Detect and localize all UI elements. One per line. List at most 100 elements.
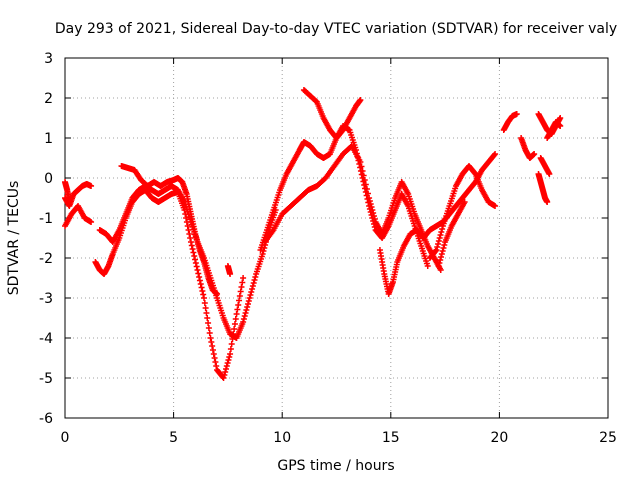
data-point bbox=[243, 307, 250, 313]
data-point bbox=[435, 241, 442, 247]
data-point bbox=[201, 295, 208, 301]
y-tick-label: 1 bbox=[44, 131, 53, 147]
data-point bbox=[252, 274, 259, 280]
data-point bbox=[363, 186, 370, 192]
data-point bbox=[248, 289, 255, 295]
data-point bbox=[435, 238, 442, 244]
data-point bbox=[240, 319, 247, 325]
data-point bbox=[237, 288, 244, 295]
data-points bbox=[62, 87, 564, 381]
data-point bbox=[208, 339, 215, 345]
data-point bbox=[200, 291, 207, 298]
data-point bbox=[249, 286, 256, 292]
data-point bbox=[231, 326, 238, 332]
data-point bbox=[438, 229, 445, 235]
data-point bbox=[221, 372, 228, 378]
y-tick-label: 2 bbox=[44, 91, 53, 107]
data-point bbox=[225, 357, 232, 363]
plot-frame bbox=[64, 57, 609, 419]
data-point bbox=[202, 305, 209, 311]
data-point bbox=[439, 226, 446, 232]
data-point bbox=[544, 199, 551, 205]
data-point bbox=[531, 151, 538, 157]
x-tick-label: 0 bbox=[61, 430, 70, 446]
data-point bbox=[240, 275, 247, 281]
data-point bbox=[246, 295, 253, 301]
series-arc-19 bbox=[537, 155, 553, 177]
data-point bbox=[358, 163, 365, 170]
data-point bbox=[197, 281, 204, 287]
data-point bbox=[360, 172, 367, 179]
x-axis-label: GPS time / hours bbox=[277, 458, 394, 474]
y-axis-label: SDTVAR / TECUs bbox=[6, 181, 22, 296]
data-point bbox=[199, 288, 206, 294]
data-point bbox=[201, 300, 208, 306]
data-point bbox=[231, 321, 238, 327]
data-point bbox=[235, 302, 242, 308]
data-point bbox=[189, 246, 196, 252]
series-arc-12 bbox=[426, 163, 499, 261]
series-arc-10 bbox=[300, 87, 364, 141]
x-tick-label: 15 bbox=[382, 430, 400, 446]
data-point bbox=[207, 335, 214, 341]
grid-lines bbox=[65, 58, 608, 418]
data-point bbox=[187, 239, 194, 245]
data-point bbox=[359, 168, 366, 174]
data-point bbox=[438, 254, 445, 260]
data-point bbox=[241, 313, 248, 319]
series-arc-18 bbox=[535, 171, 551, 205]
y-tick-labels: -6 -5 -4 -3 -2 -1 0 1 2 3 bbox=[39, 51, 53, 427]
data-point bbox=[546, 171, 553, 177]
data-point bbox=[440, 245, 447, 251]
data-point bbox=[195, 270, 202, 277]
series-arc-3 bbox=[62, 179, 73, 205]
data-point bbox=[245, 298, 252, 304]
series-arc-8 bbox=[257, 123, 431, 269]
data-point bbox=[361, 177, 368, 183]
series-arc-1 bbox=[62, 203, 95, 229]
x-tick-label: 5 bbox=[169, 430, 178, 446]
series-arc-13 bbox=[435, 199, 468, 269]
data-point bbox=[557, 123, 564, 129]
data-point bbox=[260, 248, 267, 254]
data-point bbox=[186, 231, 193, 237]
data-point bbox=[366, 198, 373, 204]
data-point bbox=[205, 320, 212, 326]
data-point bbox=[362, 181, 369, 188]
data-point bbox=[187, 235, 194, 241]
y-tick-label: -4 bbox=[39, 331, 53, 347]
data-point bbox=[233, 311, 240, 317]
y-tick-label: -1 bbox=[39, 211, 53, 227]
data-point bbox=[369, 207, 376, 213]
data-point bbox=[234, 306, 241, 313]
data-point bbox=[232, 316, 239, 322]
data-point bbox=[244, 301, 251, 307]
data-point bbox=[461, 199, 468, 205]
data-point bbox=[192, 260, 199, 266]
data-point bbox=[242, 310, 249, 316]
data-point bbox=[236, 293, 243, 299]
series-arc-15 bbox=[518, 135, 538, 161]
data-point bbox=[213, 363, 220, 369]
data-point bbox=[491, 152, 498, 158]
data-point bbox=[436, 235, 443, 241]
data-point bbox=[371, 216, 378, 222]
series-arc-11 bbox=[376, 151, 499, 297]
data-point bbox=[209, 347, 216, 353]
y-tick-label: -5 bbox=[39, 371, 53, 387]
data-point bbox=[244, 304, 251, 310]
data-point bbox=[439, 248, 446, 254]
data-point bbox=[205, 325, 212, 331]
data-point bbox=[227, 346, 234, 352]
data-point bbox=[251, 277, 258, 283]
data-point bbox=[203, 310, 210, 316]
series-arc-7 bbox=[224, 263, 234, 277]
data-point bbox=[437, 267, 444, 273]
data-point bbox=[441, 242, 448, 248]
data-point bbox=[224, 360, 231, 366]
data-point bbox=[206, 330, 213, 336]
data-point bbox=[190, 249, 197, 256]
data-point bbox=[435, 263, 442, 269]
data-point bbox=[227, 271, 234, 277]
